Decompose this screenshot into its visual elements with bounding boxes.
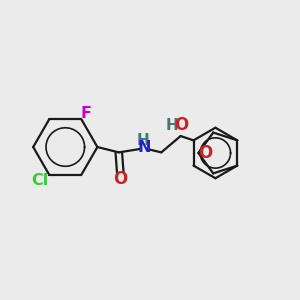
Text: N: N xyxy=(138,140,152,155)
Text: O: O xyxy=(113,170,127,188)
Text: Cl: Cl xyxy=(32,173,49,188)
Text: F: F xyxy=(80,106,91,121)
Text: O: O xyxy=(174,116,188,134)
Text: H: H xyxy=(137,133,150,148)
Text: O: O xyxy=(198,144,212,162)
Text: H: H xyxy=(165,118,178,133)
